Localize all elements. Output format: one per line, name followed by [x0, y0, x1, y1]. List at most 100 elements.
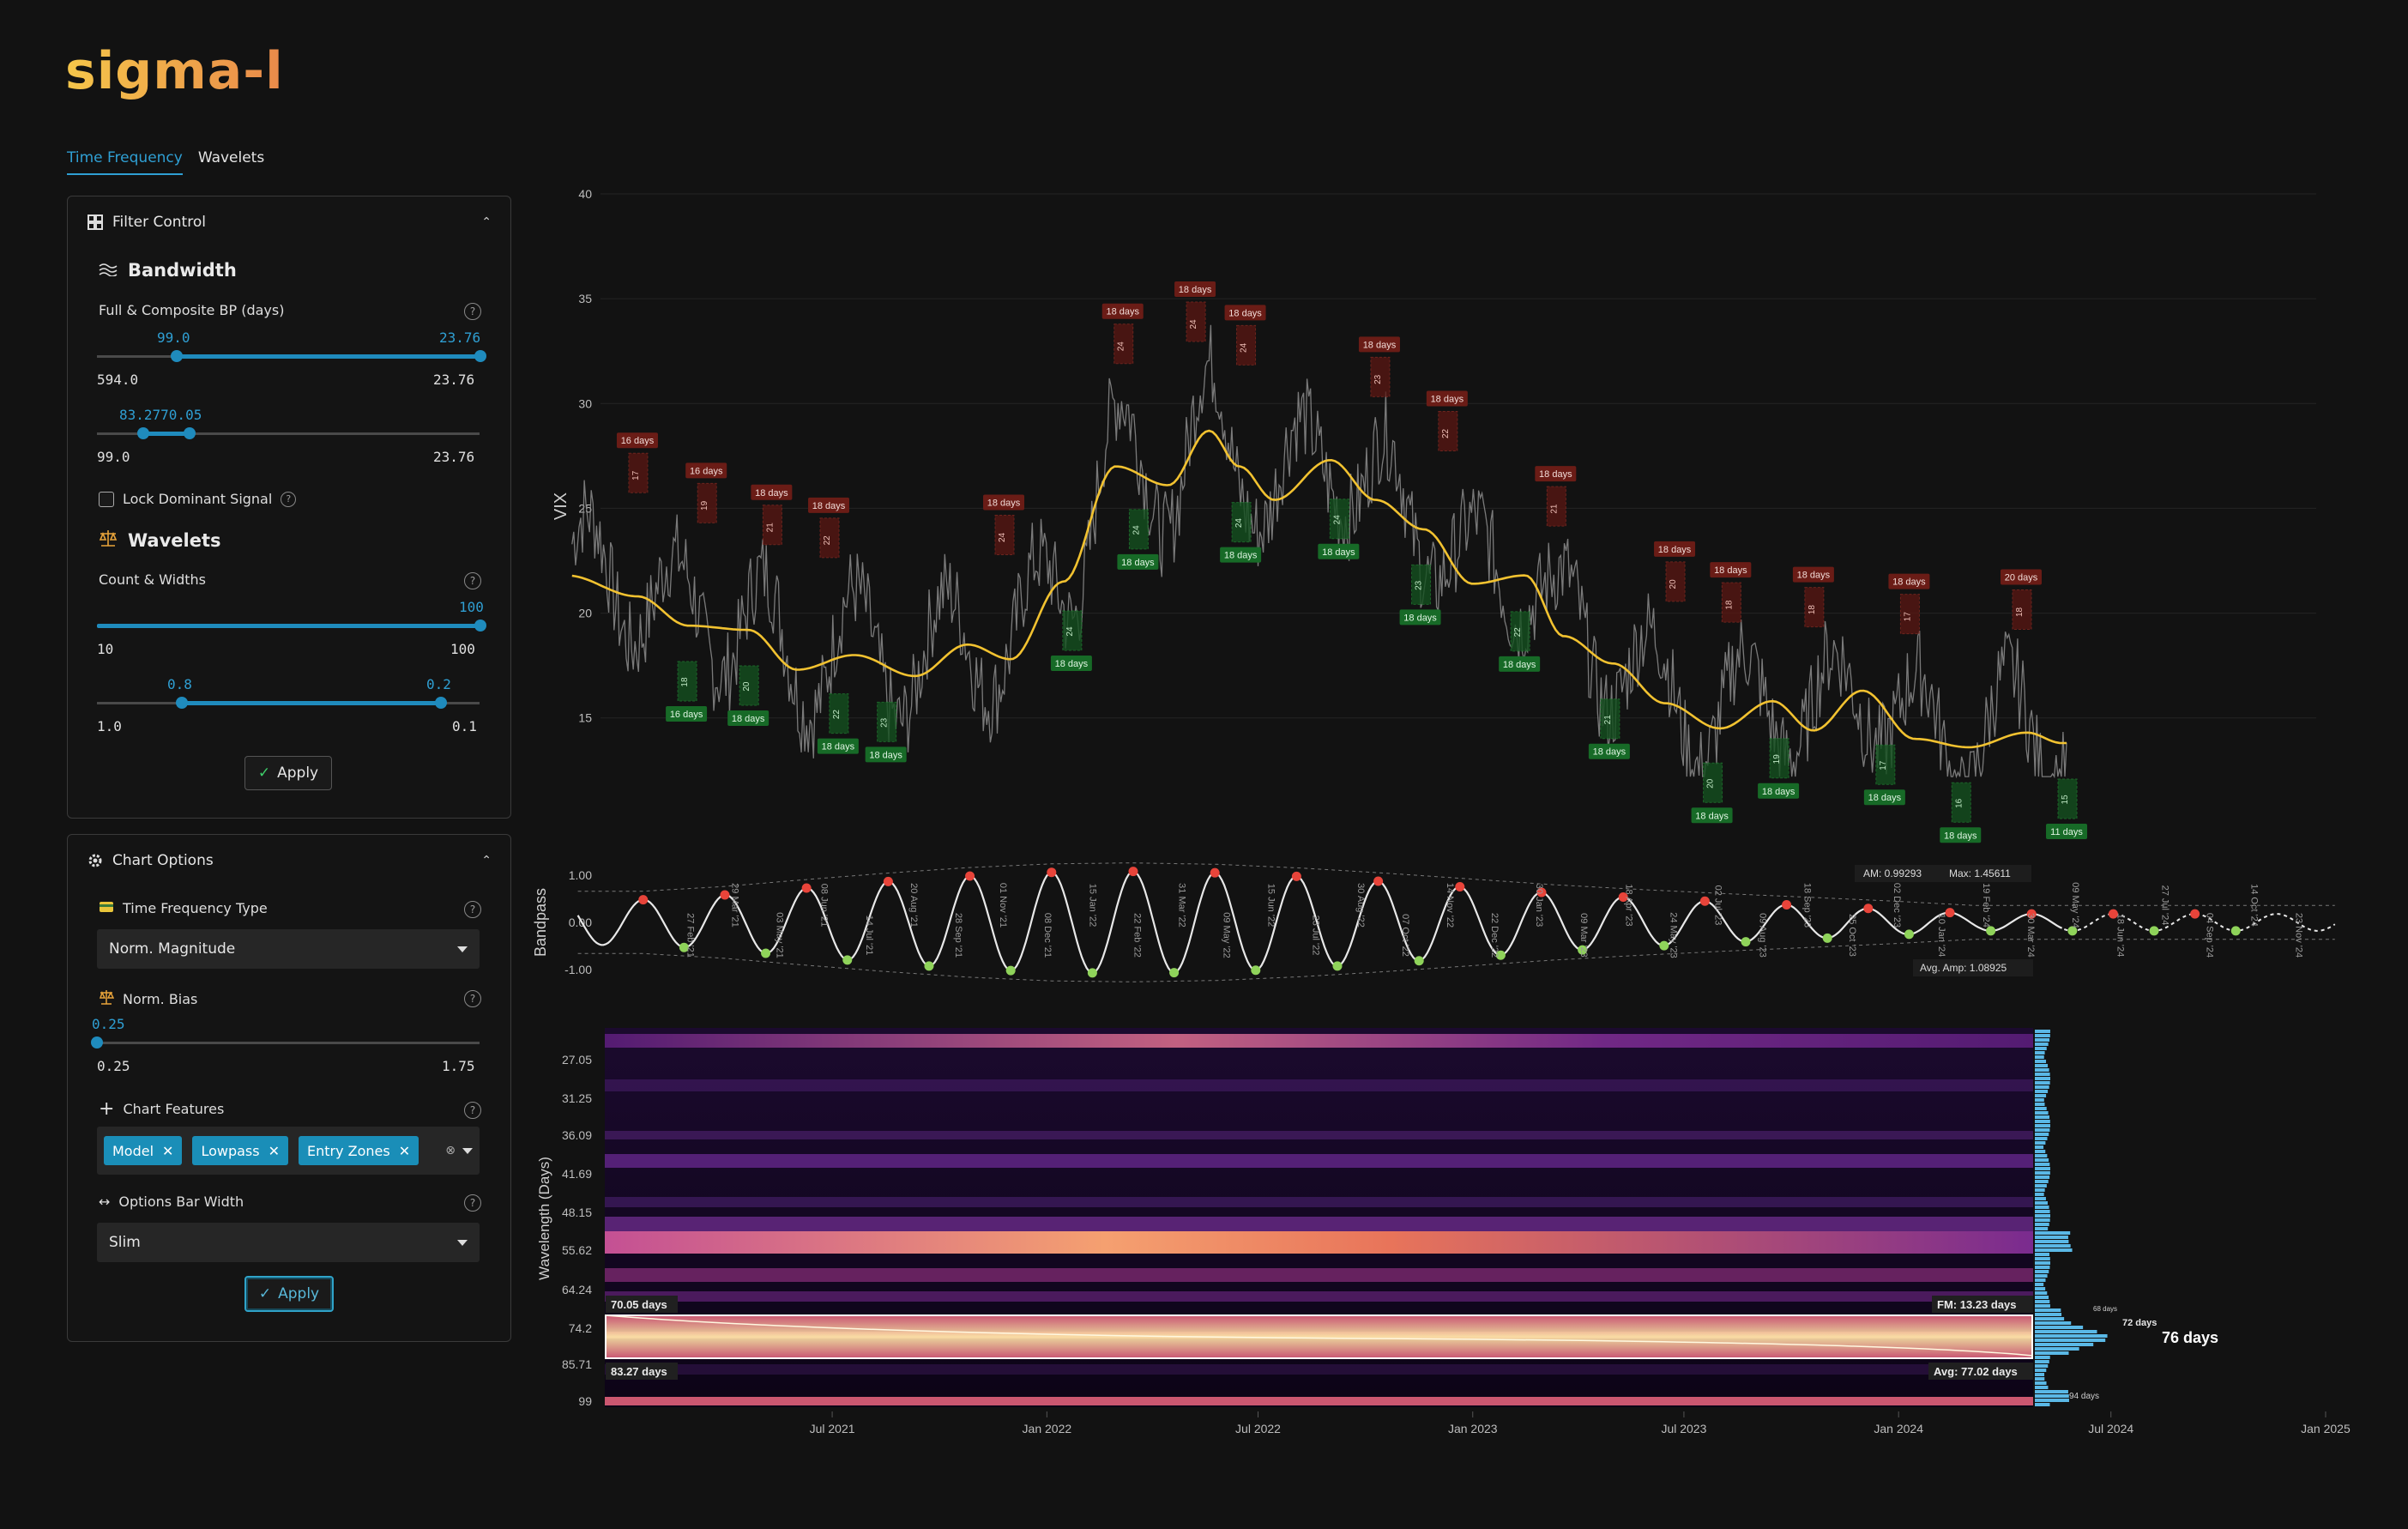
entry-label: 18 days [1892, 577, 1926, 588]
entry-label-bg [751, 484, 793, 500]
arrows-horizontal-icon: ↔ [99, 1194, 111, 1210]
spectrum-bar [2035, 1171, 2050, 1175]
spectrum-bar [2035, 1369, 2047, 1372]
wavelet-width-handle-left[interactable] [176, 697, 188, 709]
entry-zone-tag: 17 [1879, 760, 1888, 771]
filter-apply-button[interactable]: ✓ Apply [244, 756, 332, 790]
bp-date-label: 27 Feb '21 [685, 913, 695, 958]
bandwidth-title: Bandwidth [99, 260, 237, 281]
filter-control-title: Filter Control [112, 214, 206, 231]
chart-options-apply-button[interactable]: ✓ Apply [244, 1276, 334, 1312]
spectrum-bar [2035, 1261, 2050, 1265]
tab-wavelets[interactable]: Wavelets [197, 149, 265, 166]
bp-slider-handle-left[interactable] [171, 350, 183, 362]
entry-zone-box [829, 693, 849, 734]
wavelet-width-handle-left-value: 0.8 [167, 676, 192, 692]
trough-entry-zone: 20 18 days [727, 665, 769, 727]
wavelet-width-handle-right[interactable] [435, 697, 447, 709]
entry-label: 18 days [755, 488, 788, 499]
tag-model[interactable]: Model ✕ [104, 1136, 183, 1165]
spectrum-bar [2035, 1330, 2097, 1333]
lock-dominant-checkbox[interactable] [99, 491, 114, 507]
bp-y-tick-label: 0.00 [569, 916, 592, 929]
spectrum-bar [2035, 1214, 2050, 1218]
norm-bias-track[interactable] [97, 1042, 480, 1044]
peak-entry-zone: 17 16 days [616, 432, 658, 493]
bp-peak-dot [1618, 891, 1628, 902]
bp-date-label: 29 Mar '21 [730, 883, 740, 928]
spectrum-bar [2035, 1210, 2050, 1213]
wavelet-count-handle-value: 100 [459, 599, 484, 615]
entry-label-bg [1863, 789, 1905, 806]
spectrum-peak-label: 94 days [2069, 1392, 2099, 1401]
help-icon[interactable]: ? [464, 572, 481, 589]
peak-entry-zone: 20 18 days [1654, 541, 1696, 602]
caret-down-icon[interactable] [462, 1147, 473, 1154]
entry-zone-tag: 15 [2061, 795, 2070, 805]
chart-features-multiselect[interactable]: Model ✕ Lowpass ✕ Entry Zones ✕ ⊗ [97, 1127, 480, 1175]
entry-label-bg [616, 432, 658, 449]
heatmap-band [605, 1131, 2033, 1139]
spectrum-bar [2035, 1145, 2044, 1149]
fm-trace [604, 1314, 2034, 1357]
peak-entry-zone: 18 18 days [1710, 562, 1752, 623]
bp-date-label: 15 Jan '22 [1087, 884, 1097, 927]
remove-tag-icon[interactable]: ✕ [268, 1142, 280, 1159]
filter-control-header[interactable]: Filter Control ⌃ [68, 196, 510, 248]
bar-width-select[interactable]: Slim [97, 1223, 480, 1262]
bp-slider-handle-right[interactable] [474, 350, 486, 362]
spectrum-bar [2035, 1390, 2068, 1393]
bp-date-label: 31 Mar '22 [1176, 883, 1186, 928]
spectrum-bar [2035, 1360, 2049, 1363]
spectrum-peak-label: 72 days [2122, 1318, 2157, 1328]
composite-slider-track[interactable] [97, 432, 480, 435]
spectrum-bar [2035, 1107, 2047, 1110]
entry-label-bg [1888, 573, 1930, 589]
norm-bias-handle[interactable] [91, 1036, 103, 1049]
entry-zone-tag: 21 [765, 523, 775, 533]
help-icon[interactable]: ? [464, 901, 481, 918]
bp-axis-label: Bandpass [532, 888, 549, 957]
chevron-up-icon[interactable]: ⌃ [481, 854, 492, 867]
entry-zone-tag: 20 [1706, 778, 1716, 789]
clear-all-icon[interactable]: ⊗ [445, 1144, 456, 1157]
tf-type-select[interactable]: Norm. Magnitude [97, 929, 480, 969]
y-tick-label: 40 [578, 187, 592, 201]
tag-lowpass[interactable]: Lowpass ✕ [192, 1136, 288, 1165]
hm-y-tick-label: 41.69 [562, 1167, 592, 1181]
peak-entry-zone: 22 18 days [1426, 390, 1468, 451]
grid-icon [87, 214, 104, 231]
remove-tag-icon[interactable]: ✕ [162, 1142, 174, 1159]
hm-y-tick-label: 48.15 [562, 1206, 592, 1219]
entry-label-bg [808, 497, 850, 513]
wavelet-width-max: 0.1 [452, 718, 477, 734]
peak-entry-zone: 18 18 days [1792, 566, 1834, 628]
bp-slider-range [177, 354, 480, 359]
tab-time-frequency[interactable]: Time Frequency [67, 149, 183, 175]
composite-slider-handle-right[interactable] [184, 427, 196, 439]
bp-date-label: 20 Aug '21 [908, 883, 919, 928]
bp-max-label: Max: 1.45611 [1949, 867, 2011, 879]
help-icon[interactable]: ? [464, 1194, 481, 1212]
tag-entry-zones[interactable]: Entry Zones ✕ [299, 1136, 419, 1165]
help-icon[interactable]: ? [464, 990, 481, 1007]
entry-label-bg [1758, 783, 1800, 799]
norm-bias-min: 0.25 [97, 1058, 130, 1074]
chevron-up-icon[interactable]: ⌃ [481, 215, 492, 229]
help-icon[interactable]: ? [464, 303, 481, 320]
composite-slider-handle-left[interactable] [137, 427, 149, 439]
spectrum-bar [2035, 1038, 2050, 1042]
hm-y-tick-label: 31.25 [562, 1091, 592, 1105]
help-icon[interactable]: ? [464, 1102, 481, 1119]
wavelet-count-handle[interactable] [474, 619, 486, 632]
remove-tag-icon[interactable]: ✕ [398, 1142, 411, 1159]
bp-y-tick-label: 1.00 [569, 868, 592, 882]
spectrum-bar [2035, 1244, 2071, 1248]
entry-label-bg [1101, 303, 1144, 319]
help-icon[interactable]: ? [281, 491, 297, 507]
entry-label-bg [1710, 562, 1752, 578]
entry-zone-box [1721, 582, 1741, 623]
wavelet-width-min: 1.0 [97, 718, 122, 734]
chart-options-header[interactable]: Chart Options ⌃ [68, 835, 510, 886]
entry-zone-tag: 24 [1117, 341, 1126, 352]
